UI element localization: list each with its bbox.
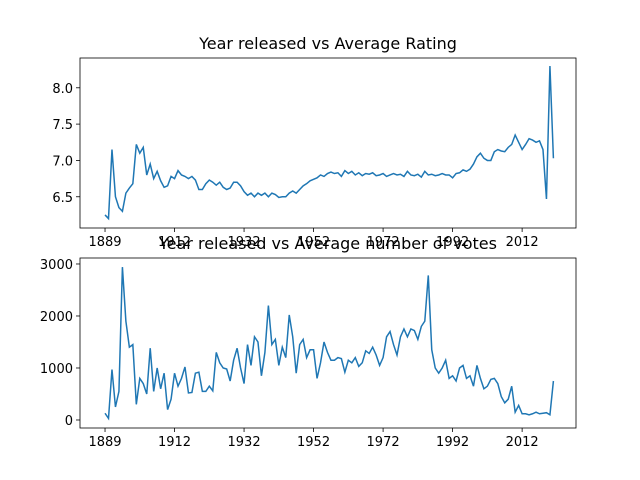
data-line: [104, 267, 555, 421]
x-tick-label: 2012: [506, 435, 539, 450]
y-tick-label: 6.5: [52, 191, 73, 206]
x-tick-label: 1972: [367, 235, 400, 250]
x-tick-label: 1932: [228, 235, 261, 250]
x-tick-label: 1912: [158, 435, 191, 450]
axes-frame: [79, 257, 577, 429]
x-tick-label: 1952: [297, 435, 330, 450]
x-tick-label: 1972: [367, 435, 400, 450]
x-tick-label: 1889: [88, 235, 121, 250]
x-tick-label: 2012: [506, 235, 539, 250]
x-tick-label: 1932: [228, 435, 261, 450]
chart-title: Year released vs Average Rating: [198, 34, 457, 53]
x-tick-label: 1992: [436, 235, 469, 250]
y-tick-label: 0: [65, 414, 73, 429]
y-tick-label: 7.5: [52, 118, 73, 133]
y-tick-label: 2000: [40, 310, 73, 325]
axes-frame: [79, 57, 577, 229]
y-tick-label: 8.0: [52, 82, 73, 97]
y-tick-label: 1000: [40, 362, 73, 377]
y-tick-label: 3000: [40, 258, 73, 273]
x-tick-label: 1952: [297, 235, 330, 250]
x-tick-label: 1889: [88, 435, 121, 450]
x-tick-label: 1912: [158, 235, 191, 250]
x-tick-label: 1992: [436, 435, 469, 450]
data-line: [104, 65, 555, 221]
chart-title: Year released vs Average number of votes: [158, 234, 497, 253]
y-tick-label: 7.0: [52, 154, 73, 169]
